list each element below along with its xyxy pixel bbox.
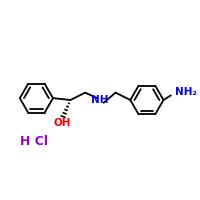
- Text: NH: NH: [91, 95, 109, 105]
- Text: NH₂: NH₂: [175, 87, 197, 97]
- Text: H Cl: H Cl: [20, 135, 48, 148]
- Text: OH: OH: [53, 118, 71, 128]
